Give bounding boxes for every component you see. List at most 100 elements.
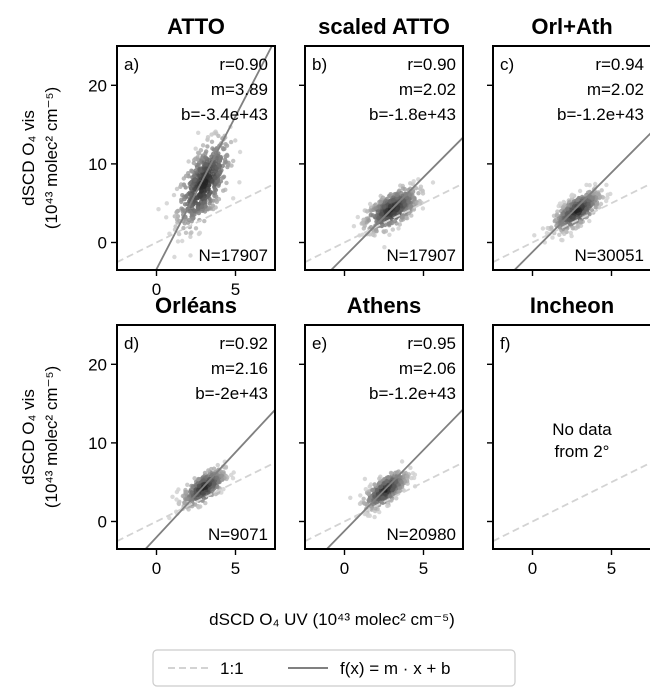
data-point [420,188,425,194]
y-tick-label: 10 [88,155,107,174]
stat-n: N=9071 [208,525,268,544]
scatter-panels: ATTO 0 5 0 10 20 a) r=0.90 m=3.89 b=-3.4e+43 N=179… [88,14,650,578]
panel-f: Incheon 0 5 f) No data from 2° [487,293,650,578]
data-point [203,204,208,209]
data-point [378,199,383,204]
data-point [211,172,216,177]
panel-letter: a) [124,55,139,74]
stat-r: r=0.90 [219,55,268,74]
data-point [407,192,413,198]
stat-m: m=3.89 [211,80,268,99]
data-point [377,480,382,486]
data-point [387,494,393,499]
data-point [388,204,393,209]
axes-frame [116,324,276,550]
data-point [560,238,565,243]
data-point [184,193,189,198]
y-axis-label-bottom: dSCD O₄ vis (10⁴³ molec² cm⁻⁵) [19,366,61,508]
data-point [565,206,570,211]
data-point [207,205,212,211]
data-point [207,182,212,187]
data-point [394,479,399,484]
panel-letter: f) [500,334,510,353]
legend: 1:1 f(x) = m · x + b [152,649,516,687]
data-point [408,181,413,186]
fit-line [329,136,463,270]
data-point [237,180,242,185]
data-point [210,178,215,184]
data-point [366,218,371,223]
data-point [204,149,209,154]
data-point [593,205,598,210]
data-point [430,180,436,185]
data-point [219,473,224,478]
data-point [361,496,366,501]
fit-line [144,409,275,549]
data-point [373,227,379,232]
data-point [377,476,382,481]
data-point [571,215,576,220]
data-point [412,196,417,201]
data-point [164,215,169,220]
data-point [393,470,398,475]
data-point [553,217,558,223]
data-point [198,148,204,153]
data-point [182,500,187,506]
no-data-text: No data [552,420,612,439]
panel-title: scaled ATTO [318,14,450,39]
data-point [396,226,401,231]
data-point [175,214,181,219]
data-point [170,494,175,499]
data-point [202,218,207,224]
data-point [403,215,409,221]
panel-b: scaled ATTO b) r=0.90 m=2.02 b=-1.8e+43 N=179… [299,14,464,276]
data-point [367,498,372,503]
data-point [587,218,592,224]
data-point [411,179,416,184]
data-point [196,476,201,482]
data-point [192,187,197,193]
data-point [372,482,377,487]
data-point [191,160,196,166]
x-tick-label: 0 [528,559,537,578]
data-point [390,227,395,232]
data-point [181,225,186,231]
data-point [373,206,378,211]
data-point [188,253,193,258]
panel-letter: e) [312,334,327,353]
data-point [416,191,421,196]
data-point [388,470,394,476]
data-point [399,479,404,485]
data-point [218,156,224,161]
data-point [221,487,226,492]
data-point [188,234,193,239]
data-point [597,205,602,210]
data-point [402,186,407,192]
data-point [590,201,595,207]
data-point [195,155,200,160]
data-point [360,220,365,225]
data-point [174,210,179,215]
x-tick-label: 5 [231,559,240,578]
data-point [581,210,587,215]
data-point [211,147,217,152]
data-point [200,155,205,160]
one-to-one-line [493,462,650,542]
data-point [210,151,216,157]
data-point [391,197,396,203]
data-point [218,169,223,175]
data-point [215,178,220,184]
data-point [225,162,231,168]
data-point [355,214,360,220]
y-axis-label-line2: (10⁴³ molec² cm⁻⁵) [42,87,61,229]
data-point [594,195,599,201]
data-point [189,490,195,495]
data-point [196,201,201,207]
data-point [233,138,238,143]
data-point [387,193,392,199]
data-point [367,513,372,518]
stat-m: m=2.02 [399,80,456,99]
data-point [214,475,219,480]
stat-b: b=-1.8e+43 [369,105,456,124]
data-point [183,489,188,495]
